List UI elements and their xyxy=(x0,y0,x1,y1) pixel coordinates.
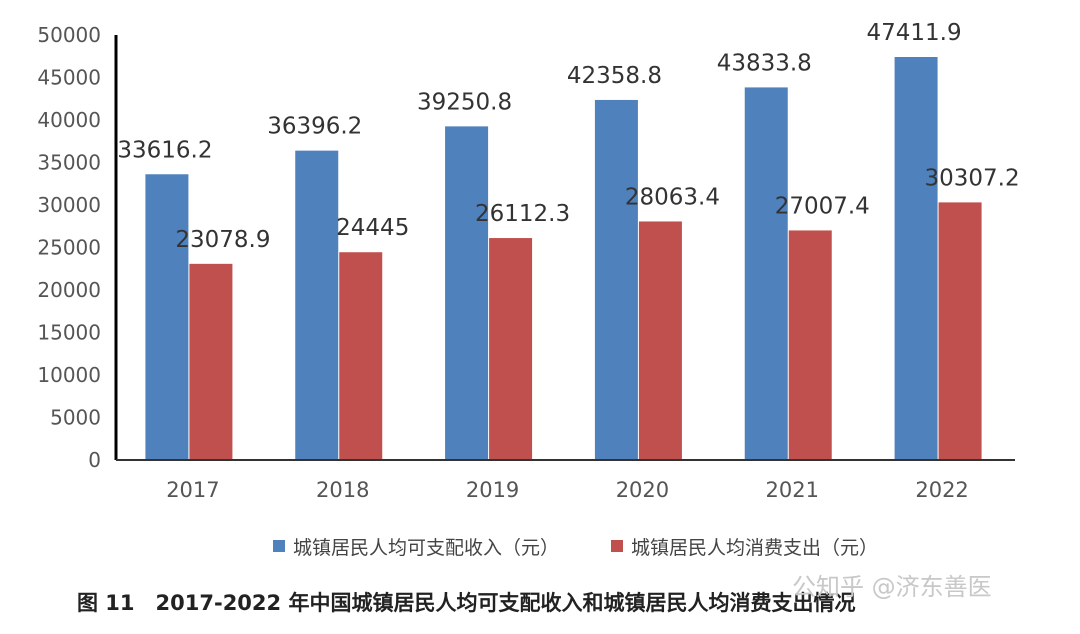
x-tick-label: 2018 xyxy=(316,478,369,502)
y-tick-label: 5000 xyxy=(50,406,101,430)
bar-consumption xyxy=(938,202,982,460)
y-tick-label: 50000 xyxy=(37,23,101,47)
bar-income xyxy=(295,150,339,460)
y-tick-label: 25000 xyxy=(37,236,101,260)
data-label: 30307.2 xyxy=(925,165,1020,191)
legend-swatch-income xyxy=(273,540,285,552)
bar-income xyxy=(744,87,788,461)
x-tick-label: 2020 xyxy=(616,478,669,502)
bar-consumption xyxy=(489,238,533,460)
legend-label-consumption: 城镇居民人均消费支出（元） xyxy=(631,537,878,559)
data-label: 33616.2 xyxy=(117,137,212,163)
x-tick-label: 2021 xyxy=(766,478,819,502)
bar-income xyxy=(145,174,189,460)
legend: 城镇居民人均可支配收入（元） 城镇居民人均消费支出（元） xyxy=(273,537,878,559)
data-label: 39250.8 xyxy=(417,89,512,115)
y-tick-label: 40000 xyxy=(37,108,101,132)
data-label: 23078.9 xyxy=(175,227,270,253)
bar-consumption xyxy=(189,263,233,460)
data-label: 43833.8 xyxy=(717,50,812,76)
y-tick-label: 45000 xyxy=(37,66,101,90)
bar-income xyxy=(894,56,938,461)
x-tick-label: 2022 xyxy=(915,478,968,502)
y-tick-label: 30000 xyxy=(37,193,101,217)
bar-income xyxy=(445,126,489,461)
data-label: 27007.4 xyxy=(775,193,870,219)
data-label: 26112.3 xyxy=(475,201,570,227)
data-label: 28063.4 xyxy=(625,184,720,210)
data-label: 24445 xyxy=(336,215,409,241)
watermark: 公知乎 @济东善医 xyxy=(792,573,992,601)
bar-consumption xyxy=(638,221,682,460)
y-axis-ticks: 0 5000 10000 15000 20000 25000 30000 35000 40000… xyxy=(37,23,101,472)
bar-income xyxy=(594,99,638,461)
legend-swatch-consumption xyxy=(611,540,623,552)
bar-consumption xyxy=(788,230,832,460)
x-axis-ticks: 2017 2018 2019 2020 2021 2022 xyxy=(166,478,969,502)
data-label: 36396.2 xyxy=(267,114,362,140)
y-tick-label: 15000 xyxy=(37,321,101,345)
data-label: 42358.8 xyxy=(567,63,662,89)
y-tick-label: 20000 xyxy=(37,278,101,302)
y-tick-label: 0 xyxy=(88,448,101,472)
x-tick-label: 2017 xyxy=(166,478,219,502)
y-tick-label: 35000 xyxy=(37,151,101,175)
bar-consumption xyxy=(339,252,383,460)
data-labels: 33616.2 36396.2 39250.8 42358.8 43833.8 47411… xyxy=(117,20,1019,253)
x-tick-label: 2019 xyxy=(466,478,519,502)
y-tick-label: 10000 xyxy=(37,363,101,387)
legend-label-income: 城镇居民人均可支配收入（元） xyxy=(293,537,559,559)
figure-caption: 图 11 2017-2022 年中国城镇居民人均可支配收入和城镇居民人均消费支出… xyxy=(77,591,855,615)
bars xyxy=(145,56,982,461)
data-label: 47411.9 xyxy=(867,20,962,46)
